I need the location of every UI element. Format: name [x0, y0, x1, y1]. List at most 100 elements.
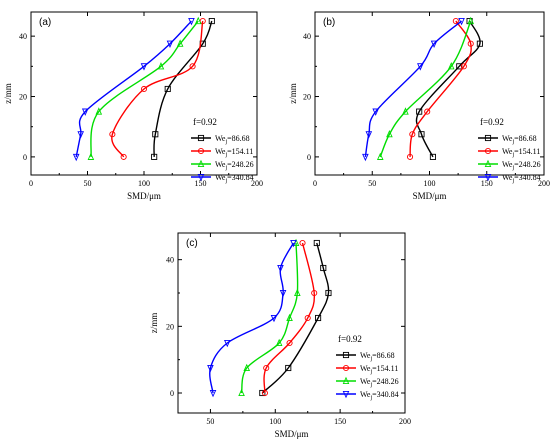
data-point — [424, 108, 431, 115]
series-1 — [259, 239, 332, 397]
data-point — [209, 389, 217, 398]
y-axis-title: z/mm — [3, 83, 13, 104]
chart-panel-2: 0 50 100 150 200 0 20 40 SMD/μm z/mm (b) f=0.92 Wej=… — [288, 11, 550, 201]
legend-swatch-marker — [197, 159, 205, 168]
data-point — [313, 239, 320, 247]
x-tick-label: 150 — [481, 179, 493, 188]
data-point — [406, 153, 414, 160]
legend-swatch-marker — [342, 390, 350, 399]
series-3 — [238, 238, 301, 397]
legend-entry: Wej=86.68 — [360, 351, 395, 362]
legend-title: f=0.92 — [193, 117, 217, 127]
legend: f=0.92 Wej=86.68 Wej=154.11 Wej=248.26 Wej=3… — [191, 117, 254, 184]
legend-swatch-marker — [484, 147, 492, 155]
y-tick-label: 0 — [23, 153, 27, 162]
y-tick-label: 40 — [166, 256, 174, 265]
data-point — [176, 39, 184, 47]
data-point — [304, 314, 311, 322]
legend-swatch-marker — [484, 134, 492, 142]
data-point — [311, 289, 318, 297]
data-point — [208, 18, 215, 25]
data-point — [429, 153, 436, 160]
x-axis-title: SMD/μm — [127, 191, 161, 201]
legend-entry: Wej=248.26 — [215, 160, 254, 171]
legend-entry: Wej=154.11 — [502, 147, 540, 158]
data-point — [376, 152, 384, 160]
legend-title: f=0.92 — [480, 117, 504, 127]
panel-label: (b) — [323, 17, 335, 28]
series-line — [111, 20, 204, 158]
data-point — [294, 288, 301, 297]
legend: f=0.92 Wej=86.68 Wej=154.11 Wej=248.26 Wej=3… — [336, 334, 399, 401]
legend-entry: Wej=340.84 — [215, 173, 254, 184]
legend-entry: Wej=248.26 — [502, 160, 541, 171]
series-4 — [362, 18, 465, 162]
data-point — [151, 153, 158, 160]
data-point — [286, 339, 293, 347]
data-point — [164, 85, 171, 93]
data-point — [315, 314, 322, 322]
x-axis-title: SMD/μm — [413, 191, 447, 201]
legend-swatch-marker — [197, 134, 205, 142]
x-tick-label: 100 — [269, 417, 281, 426]
y-tick-label: 40 — [303, 32, 311, 41]
series-1 — [415, 18, 483, 160]
legend-entry: Wej=86.68 — [215, 134, 250, 145]
x-tick-label: 50 — [206, 417, 214, 426]
chart-panel-3: 50 100 150 200 0 20 40 SMD/μm z/mm (c) f=0.92 Wej=8… — [149, 232, 411, 439]
data-point — [109, 131, 116, 138]
series-line — [153, 20, 213, 157]
data-point — [188, 18, 195, 26]
data-point — [285, 364, 292, 372]
series-3 — [376, 16, 475, 160]
data-point — [72, 153, 80, 162]
data-point — [460, 63, 467, 70]
data-point — [223, 339, 231, 348]
data-point — [402, 107, 409, 115]
data-point — [243, 363, 251, 372]
legend-swatch-marker — [342, 376, 350, 385]
panel-label: (c) — [186, 238, 198, 249]
plot-frame — [177, 232, 406, 414]
data-point — [430, 40, 438, 48]
legend-entry: Wej=248.26 — [360, 377, 399, 388]
data-point — [263, 364, 270, 372]
legend-title: f=0.92 — [338, 334, 362, 344]
y-axis-title: z/mm — [288, 83, 298, 104]
x-tick-label: 100 — [138, 179, 150, 188]
y-axis-title: z/mm — [149, 313, 159, 334]
legend-swatch-marker — [342, 351, 350, 359]
legend-entry: Wej=86.68 — [502, 134, 537, 145]
data-point — [81, 108, 89, 116]
series-3 — [87, 16, 202, 160]
data-point — [458, 18, 465, 26]
data-point — [452, 18, 459, 25]
x-axis-title: SMD/μm — [275, 429, 309, 439]
series-line — [409, 20, 472, 157]
x-tick-label: 200 — [399, 417, 411, 426]
data-point — [372, 108, 379, 116]
data-point — [238, 388, 245, 397]
data-point — [386, 129, 393, 138]
data-point — [275, 338, 283, 347]
data-point — [320, 264, 327, 272]
y-tick-label: 20 — [19, 93, 27, 102]
legend-swatch-marker — [484, 173, 492, 182]
chart-panel-1: 0 50 100 150 200 0 20 40 SMD/μm z/mm (a) f=0.92 Wej=… — [3, 11, 263, 201]
x-tick-label: 150 — [195, 179, 207, 188]
data-point — [279, 289, 287, 298]
data-point — [261, 389, 268, 397]
legend-entry: Wej=340.84 — [502, 173, 541, 184]
data-point — [290, 239, 297, 248]
x-tick-label: 50 — [84, 179, 92, 188]
data-point — [365, 131, 373, 139]
data-point — [409, 131, 416, 138]
data-point — [299, 239, 306, 247]
y-tick-label: 0 — [307, 153, 311, 162]
series-line — [209, 242, 295, 394]
data-point — [277, 264, 284, 273]
legend-swatch-marker — [197, 147, 205, 155]
legend-entry: Wej=340.84 — [360, 390, 399, 401]
data-point — [120, 153, 127, 160]
